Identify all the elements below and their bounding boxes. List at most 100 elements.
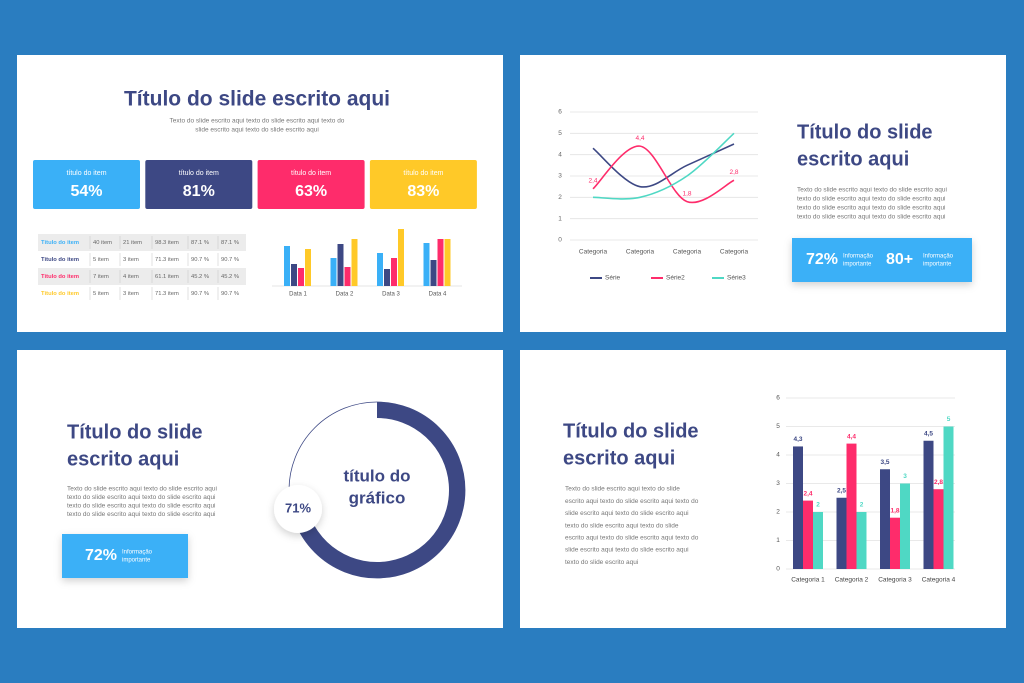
donut-arc [291, 402, 465, 578]
stat-label: Informação [122, 550, 153, 556]
data-label: 5 [947, 416, 951, 423]
y-tick-label: 0 [558, 237, 562, 244]
table-cell: Título do item [41, 240, 79, 246]
card-value: 54% [70, 183, 102, 200]
slide-title: Título do slide escrito aqui [124, 88, 390, 111]
data-label: 2,4 [588, 178, 597, 185]
card-label: título do item [403, 170, 443, 177]
table-cell: 3 item [123, 291, 139, 297]
y-tick-label: 6 [558, 109, 562, 116]
slide-text: texto do slide escrito aqui [565, 559, 638, 566]
stat-label: importante [843, 262, 872, 268]
slide-title: escrito aqui [67, 448, 179, 470]
bar [900, 483, 910, 569]
data-label: 2,8 [729, 169, 738, 176]
slide-text: texto do slide escrito aqui texto do sli… [797, 205, 946, 212]
bar [423, 243, 430, 286]
data-label: 4,4 [635, 135, 644, 142]
slide-text: escrito aqui texto do slide escrito aqui… [565, 498, 699, 505]
table-cell: 71.3 item [155, 257, 179, 263]
card-value: 81% [183, 183, 215, 200]
bar [398, 229, 404, 286]
x-tick-label: Data 2 [336, 292, 354, 298]
donut-label: 71% [285, 500, 311, 515]
x-tick-label: Data 1 [289, 292, 307, 298]
bar [351, 239, 358, 286]
table-cell: 4 item [123, 274, 139, 280]
slide-text: Texto do slide escrito aqui texto do sli… [565, 486, 680, 493]
bar [890, 517, 900, 569]
bar [337, 244, 344, 286]
x-tick-label: Categoria 1 [791, 577, 825, 584]
table-cell: 90.7 % [191, 291, 209, 297]
card-label: título do item [179, 170, 219, 177]
table-cell: 61.1 item [155, 274, 179, 280]
data-label: 2,5 [837, 487, 846, 494]
slide-text: texto do slide escrito aqui texto do sli… [67, 511, 216, 518]
table-cell: Título do item [41, 274, 79, 280]
bar [803, 500, 813, 569]
legend-label: Série [605, 275, 621, 282]
legend-label: Série3 [727, 275, 746, 282]
stat-label: importante [923, 262, 952, 268]
bar [943, 426, 954, 569]
data-label: 4,4 [847, 433, 856, 440]
bar [330, 258, 337, 286]
slide-title: escrito aqui [797, 148, 909, 170]
bar [377, 253, 383, 286]
bar [880, 469, 890, 569]
slide-title: Título do slide [563, 420, 699, 442]
bar [430, 260, 437, 286]
table-cell: 87.1 % [191, 240, 209, 246]
slide-title: Título do slide [67, 421, 203, 443]
table-cell: 5 item [93, 257, 109, 263]
line-series [592, 145, 735, 204]
stat-label: importante [122, 558, 151, 564]
slide-text: slide escrito aqui texto do slide escrit… [195, 127, 319, 134]
y-tick-label: 5 [558, 130, 562, 137]
x-tick-label: Categoria [626, 249, 655, 256]
data-label: 4,5 [924, 430, 933, 437]
bar [344, 267, 351, 286]
slide-text: slide escrito aqui texto do slide escrit… [565, 547, 689, 554]
bar [291, 264, 297, 286]
slide-text: texto do slide escrito aqui texto do sli… [565, 522, 679, 529]
line-series [592, 132, 735, 200]
table-cell: 40 item [93, 240, 112, 246]
table-cell: 7 item [93, 274, 109, 280]
data-label: 2 [860, 502, 864, 509]
table-cell: 21 item [123, 240, 142, 246]
bar [846, 443, 857, 569]
bar [391, 258, 397, 286]
slide-text: texto do slide escrito aqui texto do sli… [67, 494, 216, 501]
donut-title: título do [343, 466, 410, 485]
slide-text: Texto do slide escrito aqui texto do sli… [797, 187, 947, 194]
slide [520, 55, 1006, 332]
card-value: 83% [407, 183, 439, 200]
data-label: 1,8 [682, 190, 691, 197]
table-cell: 90.7 % [221, 257, 239, 263]
data-label: 2 [816, 502, 820, 509]
stat-label: Informação [923, 254, 954, 260]
y-tick-label: 0 [776, 566, 780, 573]
stat-box [792, 238, 972, 282]
card-value: 63% [295, 183, 327, 200]
y-tick-label: 4 [776, 452, 780, 459]
data-label: 2,8 [934, 479, 943, 486]
x-tick-label: Categoria 3 [878, 577, 912, 584]
data-label: 2,4 [803, 490, 812, 497]
slide-title: Título do slide [797, 121, 933, 143]
data-label: 3 [903, 473, 907, 480]
table-cell: 98.3 item [155, 240, 179, 246]
donut-title: gráfico [349, 488, 406, 507]
bar [437, 239, 444, 286]
slide-text: Texto do slide escrito aqui texto do sli… [67, 486, 217, 493]
bar [298, 268, 304, 286]
slide-title: escrito aqui [563, 447, 675, 469]
data-label: 4,3 [793, 436, 802, 443]
stat-card [257, 160, 365, 209]
bar [284, 246, 290, 286]
y-tick-label: 2 [558, 194, 562, 201]
